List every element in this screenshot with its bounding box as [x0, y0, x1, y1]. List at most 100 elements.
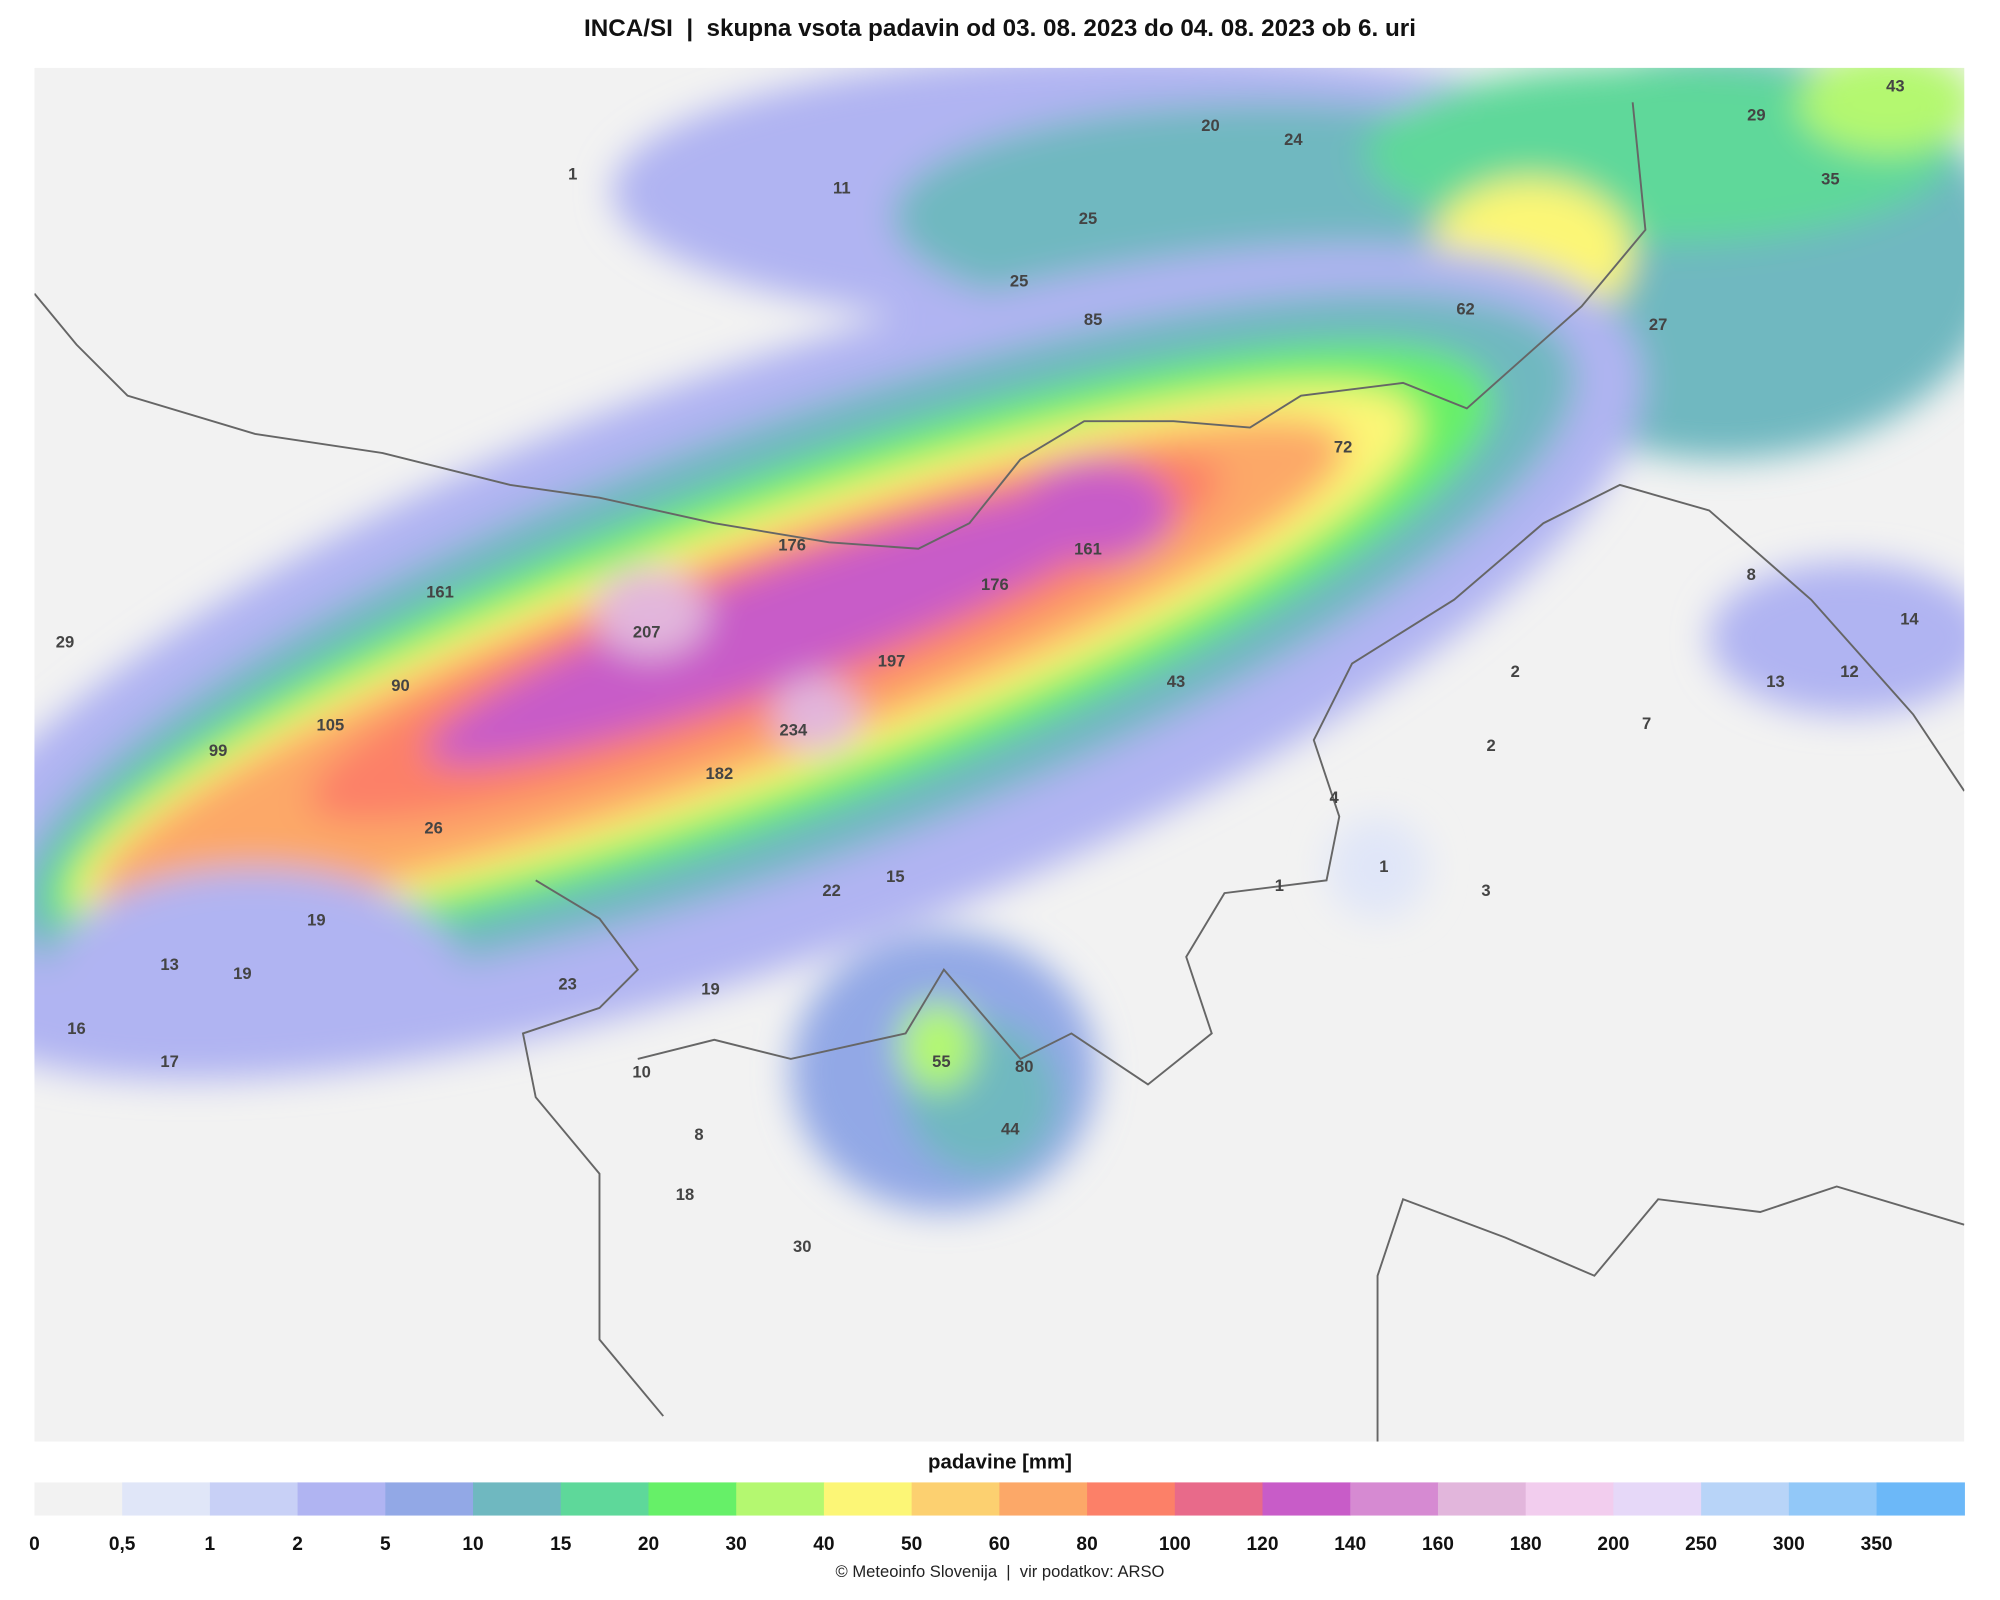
legend-swatch	[648, 1482, 737, 1516]
map-value-label: 16	[67, 1019, 85, 1038]
legend-swatch	[1525, 1482, 1615, 1516]
map-value-label: 85	[1084, 310, 1102, 329]
map-value-label: 80	[1015, 1057, 1033, 1076]
map-value-label: 176	[981, 575, 1009, 594]
legend-swatch	[1701, 1482, 1790, 1516]
legend-swatch	[560, 1482, 650, 1516]
map-value-label: 161	[1074, 539, 1102, 558]
legend-tick-label: 120	[1247, 1534, 1279, 1555]
map-value-label: 11	[833, 178, 851, 197]
map-value-label: 207	[633, 622, 661, 641]
legend-tick-label: 300	[1773, 1534, 1805, 1555]
legend-tick-label: 10	[462, 1534, 483, 1555]
legend-swatch	[1350, 1482, 1439, 1516]
map-value-label: 8	[694, 1125, 703, 1144]
map-value-label: 2	[1511, 662, 1520, 681]
map-value-label: 19	[233, 964, 251, 983]
map-value-label: 17	[160, 1052, 178, 1071]
map-value-label: 19	[307, 911, 325, 930]
map-value-label: 2	[1486, 736, 1495, 755]
map-value-label: 44	[1001, 1120, 1020, 1139]
legend-swatch	[911, 1482, 1000, 1516]
map-value-label: 43	[1886, 76, 1904, 95]
legend-swatch	[122, 1482, 211, 1516]
legend-swatch	[1174, 1482, 1264, 1516]
map-value-label: 10	[632, 1062, 650, 1081]
map-value-label: 13	[1766, 672, 1784, 691]
legend-swatch	[1876, 1482, 1965, 1516]
map-value-label: 4	[1330, 788, 1340, 807]
legend-tick-label: 2	[292, 1534, 303, 1555]
legend-tick-label: 50	[901, 1534, 922, 1555]
legend-swatch	[297, 1482, 386, 1516]
map-value-label: 90	[391, 676, 409, 695]
map-value-label: 161	[426, 583, 454, 602]
legend-swatch	[1788, 1482, 1878, 1516]
legend-tick-label: 5	[380, 1534, 391, 1555]
legend-swatch	[34, 1482, 123, 1516]
legend-swatch	[736, 1482, 825, 1516]
map-value-label: 19	[701, 979, 719, 998]
legend-swatch	[1613, 1482, 1702, 1516]
map-value-label: 99	[209, 741, 227, 760]
legend-swatch	[473, 1482, 562, 1516]
map-value-label: 25	[1079, 209, 1097, 228]
map-value-label: 12	[1840, 662, 1858, 681]
legend-swatch	[823, 1482, 913, 1516]
map-value-label: 234	[780, 720, 808, 739]
map-value-label: 182	[706, 764, 734, 783]
legend-title: padavine [mm]	[928, 1451, 1072, 1473]
legend-tick-label: 250	[1685, 1534, 1717, 1555]
legend-swatch	[1437, 1482, 1527, 1516]
map-value-label: 35	[1821, 169, 1839, 188]
map-value-label: 26	[424, 819, 442, 838]
legend-tick-label: 30	[726, 1534, 747, 1555]
legend-swatch	[999, 1482, 1088, 1516]
map-value-label: 22	[822, 881, 840, 900]
legend-tick-label: 40	[813, 1534, 834, 1555]
map-value-label: 176	[778, 536, 806, 555]
map-value-label: 1	[568, 164, 577, 183]
map-value-label: 20	[1201, 116, 1219, 135]
map-value-label: 25	[1010, 272, 1028, 291]
legend-tick-label: 100	[1159, 1534, 1191, 1555]
map-value-label: 3	[1481, 881, 1490, 900]
map-value-label: 29	[1747, 106, 1765, 125]
legend-tick-label: 160	[1422, 1534, 1454, 1555]
legend-tick-label: 200	[1597, 1534, 1629, 1555]
map-value-label: 14	[1900, 610, 1919, 629]
map-value-label: 27	[1649, 315, 1667, 334]
map-value-label: 72	[1334, 437, 1352, 456]
legend-tick-label: 350	[1861, 1534, 1893, 1555]
map-value-label: 23	[558, 974, 576, 993]
map-value-label: 55	[932, 1052, 950, 1071]
title: INCA/SI | skupna vsota padavin od 03. 08…	[584, 15, 1416, 42]
map-value-label: 43	[1167, 672, 1185, 691]
legend-tick-label: 180	[1510, 1534, 1542, 1555]
map-value-label: 105	[317, 715, 345, 734]
legend-tick-label: 0,5	[109, 1534, 136, 1555]
legend-tick-label: 1	[205, 1534, 216, 1555]
map-value-label: 29	[56, 632, 74, 651]
legend-tick-label: 15	[550, 1534, 572, 1555]
legend-swatch	[1087, 1482, 1176, 1516]
legend-tick-label: 20	[638, 1534, 659, 1555]
map-value-label: 30	[793, 1237, 811, 1256]
legend-tick-label: 60	[989, 1534, 1010, 1555]
map-value-label: 18	[676, 1185, 694, 1204]
map-value-label: 1	[1275, 876, 1284, 895]
legend-tick-label: 0	[29, 1534, 40, 1555]
map-value-label: 15	[886, 867, 904, 886]
map-value-label: 1	[1379, 857, 1388, 876]
legend-swatch	[385, 1482, 474, 1516]
map-value-label: 8	[1747, 565, 1756, 584]
legend-tick-label: 80	[1076, 1534, 1097, 1555]
legend-swatch	[209, 1482, 299, 1516]
map-value-label: 24	[1284, 130, 1303, 149]
footer: © Meteoinfo Slovenija | vir podatkov: AR…	[836, 1562, 1165, 1581]
map-value-label: 13	[160, 955, 178, 974]
legend-tick-label: 140	[1334, 1534, 1366, 1555]
legend-swatch	[1262, 1482, 1351, 1516]
